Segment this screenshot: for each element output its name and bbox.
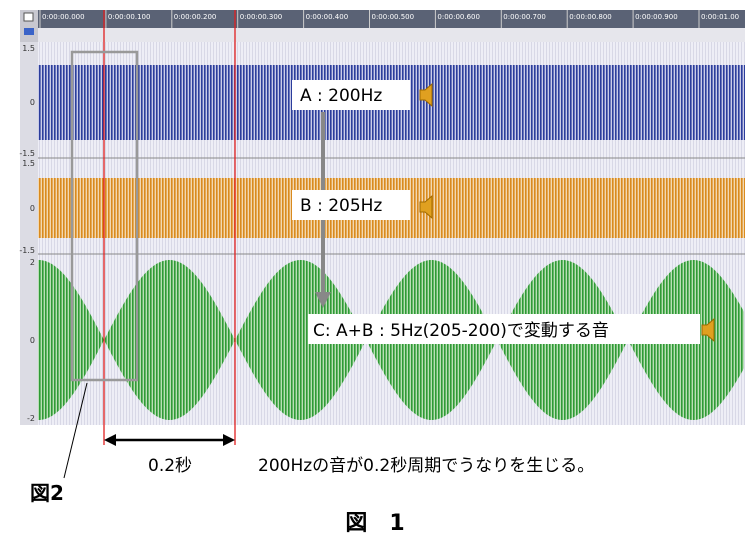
label-box xyxy=(292,190,410,220)
scale-label: 2 xyxy=(30,258,35,267)
button[interactable] xyxy=(23,12,34,22)
ruler-label: 0:00:00.700 xyxy=(503,13,546,21)
tracks xyxy=(38,42,745,425)
ruler-labels: 0:00:00.000 0:00:00.100 0:00:00.200 0:00:00… xyxy=(39,10,739,28)
ruler-bar xyxy=(20,28,745,42)
zoom-box xyxy=(70,50,139,382)
scale-gutter xyxy=(20,42,38,425)
scale-label: -2 xyxy=(27,414,35,423)
ruler-label: 0:00:00.000 xyxy=(42,13,85,21)
speaker-icon[interactable] xyxy=(419,82,433,108)
ruler-label: 0:00:00.300 xyxy=(240,13,283,21)
speaker-icon[interactable] xyxy=(701,317,715,343)
scale-label: 0 xyxy=(30,98,35,107)
label-b: B : 205Hz xyxy=(300,196,382,216)
fig2-label: 図2 xyxy=(30,481,64,505)
ruler-label: 0:00:00.800 xyxy=(569,13,612,21)
scale-label: 1.5 xyxy=(22,44,35,53)
scales: 1.50-1.51.50-1.520-2 xyxy=(19,44,35,423)
speaker-icons xyxy=(419,82,715,343)
label-box xyxy=(292,80,410,110)
ruler-label: 0:00:00.600 xyxy=(437,13,480,21)
ruler-label: 0:00:00.400 xyxy=(306,13,349,21)
note: 200Hzの音が0.2秒周期でうなりを生じる。 xyxy=(258,456,594,476)
scale-label: 0 xyxy=(30,204,35,213)
ruler-label: 0:00:00.200 xyxy=(174,13,217,21)
button[interactable] xyxy=(24,28,34,35)
scale-label: 0 xyxy=(30,336,35,345)
ruler-label: 0:00:01.00 xyxy=(701,13,739,21)
ruler-label: 0:00:00.500 xyxy=(372,13,415,21)
label-box xyxy=(308,314,700,344)
arrow-head xyxy=(104,434,116,446)
scale-label: 1.5 xyxy=(22,159,35,168)
ruler-label: 0:00:00.100 xyxy=(108,13,151,21)
arrow-head xyxy=(315,292,331,308)
arrow-head xyxy=(223,434,235,446)
pointer-line xyxy=(63,382,88,479)
scale-label: -1.5 xyxy=(19,246,35,255)
interval-label: 0.2秒 xyxy=(148,456,192,476)
ruler xyxy=(38,10,745,28)
caption: 図 1 xyxy=(345,511,404,536)
speaker-icon[interactable] xyxy=(419,194,433,220)
label-a: A : 200Hz xyxy=(300,86,382,106)
scale-label: -1.5 xyxy=(19,149,35,158)
label-c: C: A+B : 5Hz(205-200)で変動する音 xyxy=(313,321,609,341)
ruler-label: 0:00:00.900 xyxy=(635,13,678,21)
